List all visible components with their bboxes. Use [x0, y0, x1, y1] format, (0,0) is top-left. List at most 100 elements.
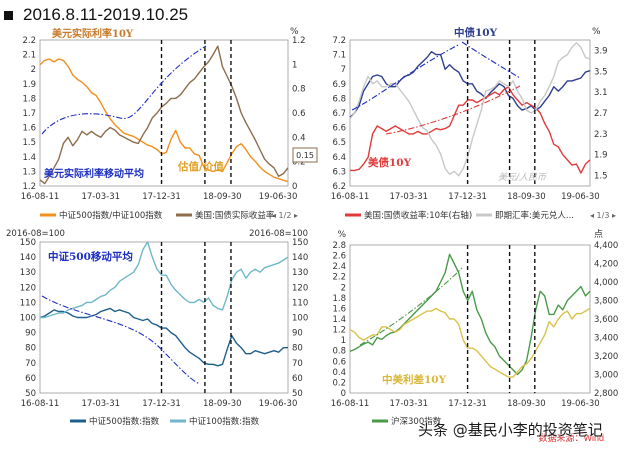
y-right-tick-label: 3,200 [594, 352, 618, 362]
x-tick-label: 17-12-31 [448, 192, 487, 202]
series-line-1 [349, 307, 591, 378]
trend-line-cn-bond [351, 43, 461, 111]
y-left-tick-label: 2.2 [332, 273, 346, 283]
y-right-tick-label: 140 [292, 253, 308, 263]
plot-frame [349, 39, 591, 187]
y-left-tick-label: 1.3 [22, 167, 36, 177]
y-left-tick-label: 7 [341, 65, 346, 75]
y-left-tick-label: 6.4 [332, 153, 346, 163]
y-right-tick-label: 50 [292, 389, 303, 399]
trend-line-us-bond [385, 85, 521, 135]
y-left-tick-label: 60 [25, 374, 36, 384]
callout-box [292, 147, 318, 163]
plot-frame [349, 244, 591, 394]
x-tick-label: 16-08-11 [331, 399, 370, 409]
left-unit-label: % [337, 230, 346, 240]
x-tick-label: 19-06-30 [561, 399, 600, 409]
y-left-tick-label: 2 [31, 65, 36, 75]
y-left-tick-label: 1.8 [332, 294, 346, 304]
x-tick-label: 18-09-30 [203, 192, 242, 202]
y-left-tick-label: 6.6 [332, 124, 346, 134]
trend-line-csi500 [41, 295, 201, 385]
x-tick-label: 17-12-31 [448, 399, 487, 409]
x-tick-label: 19-06-30 [259, 192, 298, 202]
annotation-spread: 中美利差10Y [382, 373, 447, 386]
y-left-tick-label: 6.5 [332, 138, 346, 148]
y-left-tick-label: 120 [20, 283, 36, 293]
series-line-1 [39, 45, 289, 185]
y-left-tick-label: 50 [25, 389, 36, 399]
y-left-tick-label: 7.1 [332, 51, 346, 61]
y-left-tick-label: 70 [25, 359, 36, 369]
y-left-tick-label: 150 [20, 238, 36, 248]
y-left-tick-label: 2 [341, 283, 346, 293]
y-right-tick-label: 4,200 [594, 260, 618, 270]
y-left-tick-label: 1.5 [22, 138, 36, 148]
y-right-tick-label: 150 [292, 238, 308, 248]
y-left-tick-label: 0.8 [332, 347, 346, 357]
series-line-0 [39, 307, 288, 367]
x-tick-label: 16-08-11 [21, 399, 60, 409]
y-left-tick-label: 6.3 [332, 167, 346, 177]
annotation-cn-bond: 中债10Y [454, 26, 498, 39]
y-right-tick-label: 60 [292, 374, 303, 384]
base-left-label: 2016-08=100 [6, 229, 65, 239]
series-line-0 [39, 58, 289, 183]
y-left-tick-label: 6.9 [332, 80, 346, 90]
y-right-tick-label: 0.8 [292, 85, 306, 95]
header: 2016.8.11-2019.10.25 [4, 2, 188, 28]
y-right-tick-label: 0.6 [292, 109, 306, 119]
y-left-tick-label: 2.8 [332, 241, 346, 251]
annotation-csi500-ma: 中证500移动平均 [48, 250, 133, 263]
page-title: 2016.8.11-2019.10.25 [23, 5, 189, 24]
x-tick-label: 17-03-31 [81, 192, 120, 202]
x-tick-label: 19-06-30 [561, 192, 600, 202]
trend-line-hs300 [359, 267, 463, 346]
y-right-tick-label: 130 [292, 268, 308, 278]
y-left-tick-label: 1 [341, 336, 346, 346]
x-tick-label: 16-08-11 [21, 192, 60, 202]
y-left-tick-label: 110 [20, 298, 36, 308]
y-right-tick-label: 1.2 [292, 36, 306, 46]
chart-br: 00.20.40.60.811.21.41.61.822.22.42.62.8 2… [331, 229, 619, 427]
right-unit-label: 点 [594, 229, 603, 240]
y-left-tick-label: 1.6 [22, 124, 36, 134]
y-right-tick-label: 4,000 [594, 278, 618, 288]
y-right-tick-label: 1.9 [594, 151, 608, 161]
y-left-tick-label: 1.6 [332, 304, 346, 314]
y-left-tick-label: 2.1 [22, 51, 36, 61]
chart-bl: 50 60 70 80 90 100 110 120 130 140 150 50 60 70 80 90 10… [6, 229, 308, 427]
annotation-us-bond: 美债10Y [368, 156, 412, 169]
legend-label: 美国:国债实际收益率 [195, 210, 275, 221]
y-right-tick-label: 2,800 [594, 389, 618, 399]
y-right-tick-label: 1 [292, 60, 297, 70]
y-right-tick-label: 100 [292, 314, 308, 324]
x-tick-label: 17-12-31 [142, 399, 181, 409]
y-left-tick-label: 6.7 [332, 109, 346, 119]
y-right-tick-label: 3.5 [594, 67, 608, 77]
y-right-tick-label: 120 [292, 283, 308, 293]
legend-label: 即期汇率:美元兑人... [495, 210, 574, 221]
data-source: 数据来源：Wind [538, 433, 604, 443]
y-left-tick-label: 7.2 [332, 36, 346, 46]
y-left-tick-label: 1.4 [22, 153, 36, 163]
y-right-tick-label: 3,800 [594, 297, 618, 307]
right-unit-label: % [592, 27, 601, 37]
series-line-1 [350, 86, 591, 174]
y-left-tick-label: 0 [341, 389, 346, 399]
y-left-tick-label: 1.4 [332, 315, 346, 325]
legend-page-indicator: ◂ 1/2 ▸ [272, 211, 298, 220]
annotation-growth-value: 估值/价值 [177, 160, 224, 173]
x-tick-label: 16-08-11 [331, 192, 370, 202]
y-right-tick-label: 3,000 [594, 371, 618, 381]
x-tick-label: 17-12-31 [142, 192, 181, 202]
y-right-tick-label: 4,400 [594, 241, 618, 251]
y-left-tick-label: 0.6 [332, 357, 346, 367]
y-left-tick-label: 130 [20, 268, 36, 278]
y-right-tick-label: 2.7 [594, 109, 608, 119]
y-right-tick-label: 80 [292, 344, 303, 354]
annotation-usd-real-rate: 美元实际利率10Y [52, 27, 134, 40]
y-left-tick-label: 140 [20, 253, 36, 263]
y-left-tick-label: 100 [20, 314, 36, 324]
